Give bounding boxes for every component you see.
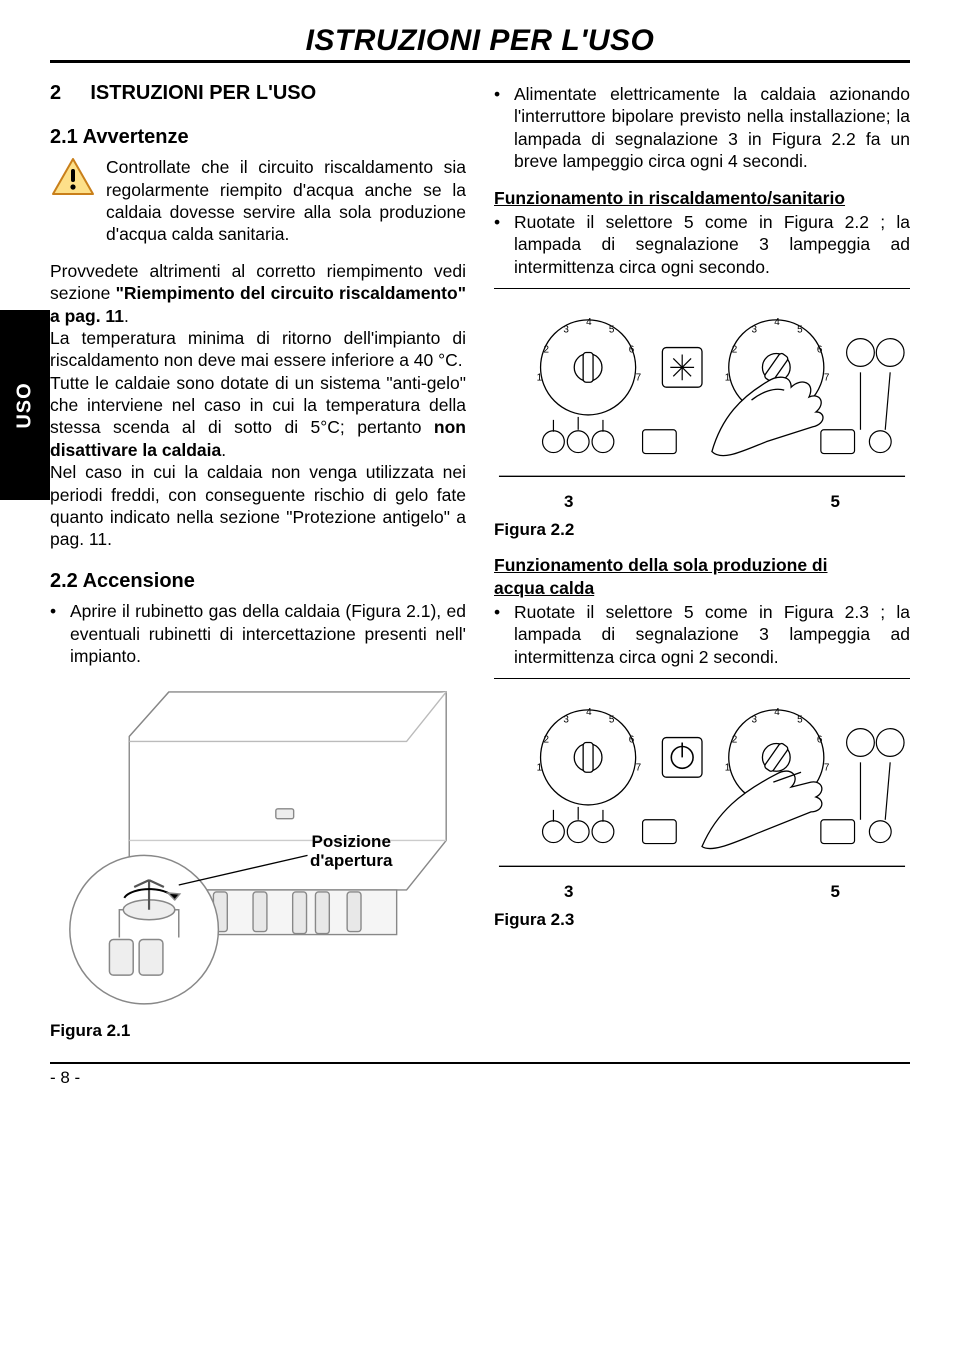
right-column: • Alimentate elettricamente la caldaia a… bbox=[494, 81, 910, 1042]
svg-text:2: 2 bbox=[544, 735, 550, 746]
fig23-n3: 3 bbox=[564, 881, 573, 903]
page: USO ISTRUZIONI PER L'USO 2 ISTRUZIONI PE… bbox=[0, 0, 960, 1108]
figure-2-3-caption: Figura 2.3 bbox=[494, 909, 910, 931]
svg-text:1: 1 bbox=[537, 372, 543, 383]
svg-text:1: 1 bbox=[725, 372, 731, 383]
bullet-alimentate: • Alimentate elettricamente la caldaia a… bbox=[494, 83, 910, 173]
svg-text:5: 5 bbox=[797, 715, 803, 726]
figure-2-1: Posizione d'apertura bbox=[50, 682, 466, 1014]
bullet-acqua-calda-text: Ruotate il selettore 5 come in Figura 2.… bbox=[514, 601, 910, 668]
dial-diagram-1: 1 2 3 4 5 6 7 bbox=[494, 303, 910, 481]
columns: 2 ISTRUZIONI PER L'USO 2.1 Avvertenze Co… bbox=[50, 81, 910, 1042]
warning-block: Controllate che il circuito riscaldament… bbox=[50, 156, 466, 246]
svg-text:5: 5 bbox=[797, 325, 803, 336]
side-tab-label: USO bbox=[14, 382, 37, 428]
svg-text:6: 6 bbox=[817, 345, 823, 356]
svg-text:5: 5 bbox=[609, 715, 615, 726]
subsection-2-1: 2.1 Avvertenze bbox=[50, 125, 466, 151]
svg-text:6: 6 bbox=[629, 345, 635, 356]
svg-text:3: 3 bbox=[752, 715, 758, 726]
bullet-risc-san-text: Ruotate il selettore 5 come in Figura 2.… bbox=[514, 211, 910, 278]
svg-text:7: 7 bbox=[636, 763, 642, 774]
side-tab: USO bbox=[0, 310, 50, 500]
svg-text:3: 3 bbox=[563, 715, 569, 726]
bullet-alimentate-text: Alimentate elettricamente la caldaia azi… bbox=[514, 83, 910, 173]
posizione-label: Posizione d'apertura bbox=[310, 832, 392, 871]
figure-2-2: 1 2 3 4 5 6 7 bbox=[494, 303, 910, 540]
fig22-n3: 3 bbox=[564, 491, 573, 513]
footer: - 8 - bbox=[50, 1062, 910, 1088]
bullet-risc-san: • Ruotate il selettore 5 come in Figura … bbox=[494, 211, 910, 278]
figure-2-1-caption: Figura 2.1 bbox=[50, 1020, 466, 1042]
p-temp-min: La temperatura minima di ritorno dell'im… bbox=[50, 327, 466, 372]
svg-text:2: 2 bbox=[544, 345, 550, 356]
svg-text:4: 4 bbox=[774, 707, 780, 718]
p-protezione: Nel caso in cui la caldaia non venga uti… bbox=[50, 461, 466, 551]
heading-acqua-calda: Funzionamento della sola produzione di a… bbox=[494, 554, 910, 599]
title-rule bbox=[50, 60, 910, 63]
bullet-accensione-text: Aprire il rubinetto gas della caldaia (F… bbox=[70, 600, 466, 667]
figure-2-2-caption: Figura 2.2 bbox=[494, 519, 910, 541]
svg-text:3: 3 bbox=[752, 325, 758, 336]
page-title: ISTRUZIONI PER L'USO bbox=[50, 24, 910, 58]
figure-2-3: 1 2 3 4 5 6 7 1 2 3 4 5 6 7 bbox=[494, 693, 910, 930]
svg-text:6: 6 bbox=[817, 735, 823, 746]
svg-text:2: 2 bbox=[732, 345, 738, 356]
svg-text:3: 3 bbox=[563, 325, 569, 336]
figure-2-2-numbers: 3 5 bbox=[494, 491, 910, 513]
svg-text:1: 1 bbox=[537, 763, 543, 774]
divider-2 bbox=[494, 678, 910, 679]
svg-text:7: 7 bbox=[636, 372, 642, 383]
warning-text: Controllate che il circuito riscaldament… bbox=[106, 156, 466, 246]
section-title: ISTRUZIONI PER L'USO bbox=[90, 82, 316, 104]
dial-diagram-2: 1 2 3 4 5 6 7 1 2 3 4 5 6 7 bbox=[494, 693, 910, 871]
figure-2-3-numbers: 3 5 bbox=[494, 881, 910, 903]
svg-text:7: 7 bbox=[824, 763, 830, 774]
section-2-line: 2 ISTRUZIONI PER L'USO bbox=[50, 81, 466, 107]
p-antigelo: Tutte le caldaie sono dotate di un siste… bbox=[50, 372, 466, 462]
left-column: 2 ISTRUZIONI PER L'USO 2.1 Avvertenze Co… bbox=[50, 81, 466, 1042]
bullet-accensione: • Aprire il rubinetto gas della caldaia … bbox=[50, 600, 466, 667]
p-riempimento: Provvedete altrimenti al corretto riempi… bbox=[50, 260, 466, 327]
svg-text:4: 4 bbox=[586, 317, 592, 328]
divider-1 bbox=[494, 288, 910, 289]
section-number: 2 bbox=[50, 82, 61, 104]
heading-risc-san: Funzionamento in riscaldamento/sanitario bbox=[494, 187, 910, 209]
svg-text:6: 6 bbox=[629, 735, 635, 746]
svg-text:4: 4 bbox=[774, 317, 780, 328]
page-number: - 8 - bbox=[50, 1068, 80, 1087]
fig22-n5: 5 bbox=[831, 491, 840, 513]
svg-text:1: 1 bbox=[725, 763, 731, 774]
bullet-acqua-calda: • Ruotate il selettore 5 come in Figura … bbox=[494, 601, 910, 668]
fig23-n5: 5 bbox=[831, 881, 840, 903]
svg-text:2: 2 bbox=[732, 735, 738, 746]
warning-icon bbox=[50, 156, 96, 198]
svg-text:5: 5 bbox=[609, 325, 615, 336]
subsection-2-2: 2.2 Accensione bbox=[50, 569, 466, 595]
boiler-diagram bbox=[50, 682, 466, 1009]
svg-text:7: 7 bbox=[824, 372, 830, 383]
svg-text:4: 4 bbox=[586, 707, 592, 718]
